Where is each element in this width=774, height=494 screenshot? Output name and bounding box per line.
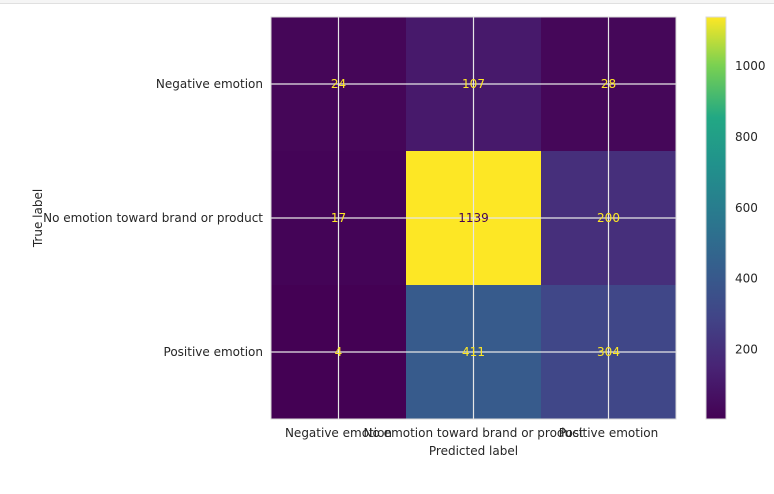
cell-value-label: 17 — [331, 211, 346, 225]
cell-value-label: 4 — [335, 345, 343, 359]
colorbar-tick-label: 600 — [735, 201, 758, 215]
cell-value-label: 28 — [601, 77, 616, 91]
cell-value-label: 304 — [597, 345, 620, 359]
x-tick-label: Negative emotion — [285, 426, 392, 440]
y-tick-labels: Negative emotion No emotion toward brand … — [43, 77, 263, 359]
y-tick-label: No emotion toward brand or product — [43, 211, 263, 225]
top-strip — [0, 0, 774, 4]
y-tick-label: Positive emotion — [164, 345, 263, 359]
cell-value-label: 411 — [462, 345, 485, 359]
colorbar-tick-label: 400 — [735, 272, 758, 286]
colorbar-tick-label: 200 — [735, 343, 758, 357]
gridlines — [271, 17, 676, 419]
x-tick-label: No emotion toward brand or product — [364, 426, 584, 440]
cell-labels: 24 107 28 17 1139 200 4 411 304 — [331, 77, 620, 359]
colorbar-tick-labels: 200 400 600 800 1000 — [735, 59, 766, 356]
y-tick-label: Negative emotion — [156, 77, 263, 91]
colorbar-tick-label: 1000 — [735, 59, 766, 73]
cell-value-label: 24 — [331, 77, 346, 91]
cell-value-label: 1139 — [458, 211, 489, 225]
x-tick-label: Positive emotion — [559, 426, 658, 440]
plot-frame — [270, 16, 677, 420]
colorbar-tick-label: 800 — [735, 130, 758, 144]
cell-value-label: 107 — [462, 77, 485, 91]
y-axis-title: True label — [31, 189, 45, 248]
cell-value-label: 200 — [597, 211, 620, 225]
colorbar — [705, 16, 727, 420]
x-axis-title: Predicted label — [429, 444, 518, 458]
